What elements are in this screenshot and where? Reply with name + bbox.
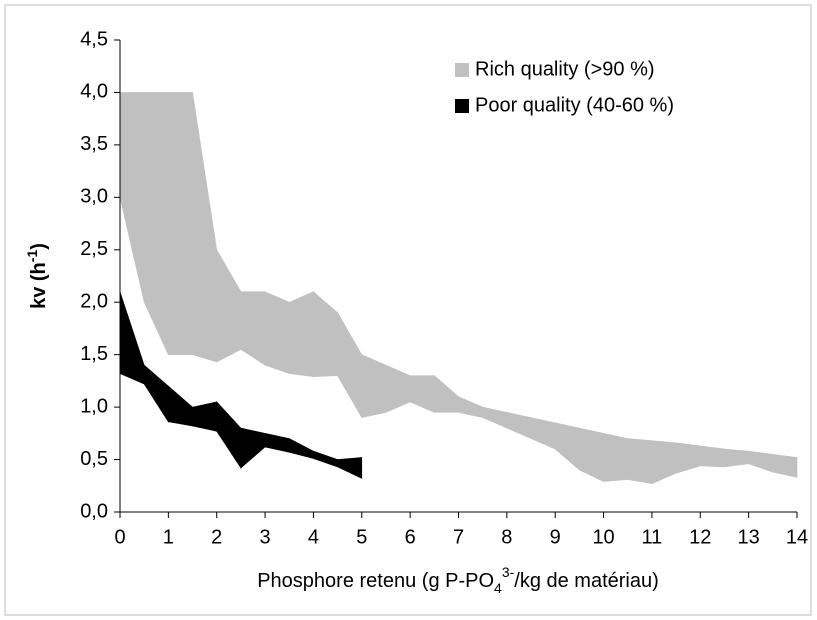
y-label-text: ): [28, 243, 50, 250]
y-tick-label: 2,5: [80, 238, 108, 260]
x-tick-label: 7: [453, 526, 464, 548]
range-band: [168, 92, 193, 355]
range-band: [603, 432, 629, 482]
legend-label: Poor quality (40-60 %): [475, 94, 674, 116]
range-band: [264, 291, 290, 374]
range-band: [724, 448, 749, 468]
x-tick-label: 1: [163, 526, 174, 548]
y-tick-label: 0,0: [80, 500, 108, 522]
y-label-text: kv (h: [28, 262, 50, 309]
y-axis-label: kv (h-1): [24, 243, 51, 309]
x-tick-label: 5: [356, 526, 367, 548]
x-tick-label: 11: [642, 526, 663, 548]
range-band: [288, 291, 314, 378]
x-tick-label: 8: [501, 526, 512, 548]
legend-swatch: [455, 63, 469, 77]
y-label-sup: -1: [24, 250, 40, 263]
x-tick-label: 14: [786, 526, 808, 548]
range-band: [192, 401, 218, 432]
range-band: [772, 453, 798, 478]
y-tick-label: 1,0: [80, 395, 108, 417]
x-tick-label: 12: [689, 526, 711, 548]
legend-label: Rich quality (>90 %): [475, 58, 655, 80]
y-tick-label: 3,0: [80, 186, 108, 208]
x-tick-label: 4: [308, 526, 319, 548]
y-tick-label: 2,0: [80, 291, 108, 313]
x-tick-label: 3: [260, 526, 271, 548]
y-tick-label: 4,5: [80, 28, 108, 50]
range-band: [337, 457, 363, 479]
x-axis-label: Phosphore retenu (g P-PO43-/kg de matéri…: [257, 564, 659, 596]
x-tick-label: 10: [592, 526, 614, 548]
x-label-text: /kg de matériau): [514, 570, 659, 592]
x-label-sup: 3-: [502, 564, 515, 580]
legend-swatch: [455, 99, 469, 113]
y-tick-label: 4,0: [80, 81, 108, 103]
y-tick-label: 1,5: [80, 343, 108, 365]
x-tick-label: 0: [114, 526, 125, 548]
x-label-text: Phosphore retenu (g P-PO: [257, 570, 494, 592]
y-tick-label: 3,5: [80, 133, 108, 155]
x-tick-label: 2: [211, 526, 222, 548]
range-band: [699, 445, 725, 468]
x-tick-label: 13: [738, 526, 760, 548]
x-label-sub: 4: [494, 580, 502, 596]
range-band: [361, 354, 387, 418]
x-tick-label: 9: [550, 526, 561, 548]
range-band: [627, 438, 653, 485]
y-tick-label: 0,5: [80, 448, 108, 470]
x-tick-label: 6: [405, 526, 416, 548]
